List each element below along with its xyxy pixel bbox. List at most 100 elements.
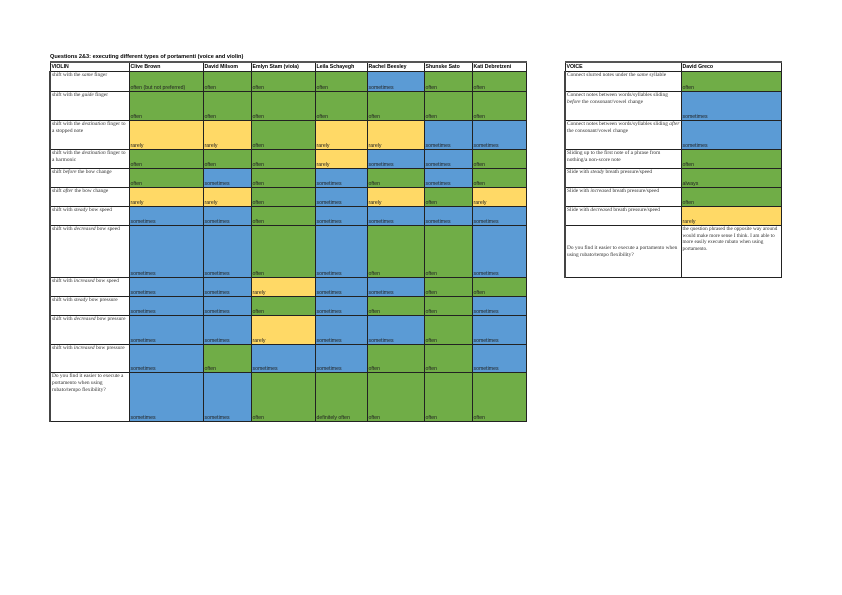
voice-table: VOICE David Greco Connect slurred notes u… <box>564 61 782 278</box>
label-pre: Sliding up to the first note of a phrase… <box>567 150 661 163</box>
label-em: after <box>62 188 74 195</box>
column-header: David Greco <box>680 61 782 72</box>
label-pre: shift with <box>52 278 74 285</box>
response-cell: sometimes <box>202 206 252 226</box>
label-em: steady <box>73 297 88 304</box>
column-header: Leila Schayegh <box>314 61 368 72</box>
table-row: Connect notes between words/syllables sl… <box>564 120 782 150</box>
label-post: breath pressure/speed <box>611 188 660 195</box>
response-cell: definitely often <box>314 372 368 422</box>
response-cell: rarely <box>366 120 425 150</box>
response-cell: sometimes <box>128 277 204 297</box>
label-em: after <box>669 121 680 128</box>
response-cell: sometimes <box>423 149 473 169</box>
response-cell: rarely <box>471 187 527 207</box>
label-pre: shift <box>52 169 63 176</box>
label-pre: Do you find it easier to execute a porta… <box>567 244 678 258</box>
label-pre: shift with <box>52 226 74 233</box>
response-cell: sometimes <box>314 277 368 297</box>
label-pre: shift with the <box>52 150 82 157</box>
response-cell: often <box>250 187 316 207</box>
response-cell: rarely <box>128 187 204 207</box>
row-label: shift with increased bow speed <box>49 277 130 297</box>
table-row: Slide with decreased breath pressure/spe… <box>564 206 782 226</box>
table-row: shift with steady bow pressure sometimes s… <box>49 296 527 316</box>
label-post: finger to a harmonic <box>52 150 126 163</box>
response-cell: always <box>680 168 782 188</box>
table-row: shift with the same finger often (but not… <box>49 71 527 92</box>
response-cell: sometimes <box>471 225 527 278</box>
label-post: bow pressure <box>94 345 125 352</box>
response-cell: rarely <box>202 120 252 150</box>
response-cell: often <box>128 91 204 121</box>
table-row: shift with steady bow speed sometimes some… <box>49 206 527 226</box>
response-cell: often <box>250 91 316 121</box>
response-cell: often <box>471 149 527 169</box>
label-em: destination <box>81 121 106 128</box>
label-post: bow speed <box>87 207 112 214</box>
response-cell: sometimes <box>128 344 204 373</box>
table-row: shift after the bow change rarely rarely of… <box>49 187 527 207</box>
table-row: shift before the bow change often sometime… <box>49 168 527 188</box>
label-em: decreased <box>73 226 96 233</box>
label-pre: Slide with <box>567 188 591 195</box>
label-em: same <box>81 72 93 79</box>
label-pre: shift with <box>52 345 74 352</box>
response-cell: often <box>250 206 316 226</box>
table-row: Connect notes between words/syllables sl… <box>564 91 782 121</box>
response-cell: sometimes <box>423 206 473 226</box>
label-post: finger to a stopped note <box>52 121 126 134</box>
row-label: shift with decreased bow speed <box>49 225 130 278</box>
label-em: guide <box>81 92 94 99</box>
label-post: breath pressure/speed <box>612 207 660 214</box>
response-cell: often <box>471 277 527 297</box>
response-cell: often <box>202 91 252 121</box>
response-cell: sometimes <box>314 168 368 188</box>
label-post: the consonant/vowel change <box>580 98 643 105</box>
response-cell: sometimes <box>314 206 368 226</box>
label-pre: Connect slurred notes under the <box>567 72 637 79</box>
label-post: breath pressure/speed <box>604 169 653 176</box>
label-em: increased <box>73 345 95 352</box>
column-header: Emlyn Stam (viola) <box>250 61 316 72</box>
response-cell: sometimes <box>471 296 527 316</box>
voice-header-row: VOICE David Greco <box>564 61 782 72</box>
label-post: bow speed <box>94 278 119 285</box>
response-cell: often <box>471 71 527 92</box>
response-cell: sometimes <box>680 91 782 121</box>
label-em: decreased <box>73 316 96 323</box>
row-label: Slide with steady breath pressure/speed <box>564 168 682 188</box>
table-row: shift with decreased bow speed sometimes s… <box>49 225 527 278</box>
response-cell: sometimes <box>202 315 252 345</box>
label-post: finger <box>92 72 108 79</box>
response-cell: often (but not preferred) <box>128 71 204 92</box>
response-cell: often <box>423 277 473 297</box>
label-pre: Connect notes between words/syllables sl… <box>567 121 670 128</box>
row-label: shift with decreased bow pressure <box>49 315 130 345</box>
response-cell: rarely <box>680 206 782 226</box>
label-post: bow speed <box>95 226 120 233</box>
row-label: shift after the bow change <box>49 187 130 207</box>
response-cell: often <box>423 225 473 278</box>
response-cell: often <box>366 372 425 422</box>
response-cell: often <box>250 372 316 422</box>
row-label: Connect notes between words/syllables sl… <box>564 120 682 150</box>
table-row: Do you find it easier to execute a porta… <box>564 225 782 278</box>
response-cell: sometimes <box>202 168 252 188</box>
response-cell: often <box>423 91 473 121</box>
label-pre: Connect notes between words/syllables sl… <box>567 92 668 99</box>
table-row: shift with the guide finger often often oft… <box>49 91 527 121</box>
label-em: steady <box>73 207 88 214</box>
row-label: shift with steady bow speed <box>49 206 130 226</box>
response-cell: sometimes <box>202 277 252 297</box>
response-cell: often <box>250 71 316 92</box>
response-cell: often <box>423 372 473 422</box>
row-label: shift with the guide finger <box>49 91 130 121</box>
column-header: David Milsom <box>202 61 252 72</box>
response-cell: often <box>423 315 473 345</box>
column-header: Clive Brown <box>128 61 204 72</box>
label-pre: shift <box>52 188 63 195</box>
response-cell: sometimes <box>314 187 368 207</box>
violin-header-row: VIOLIN Clive Brown David Milsom Emlyn Stam … <box>49 61 527 72</box>
row-label: shift with steady bow pressure <box>49 296 130 316</box>
